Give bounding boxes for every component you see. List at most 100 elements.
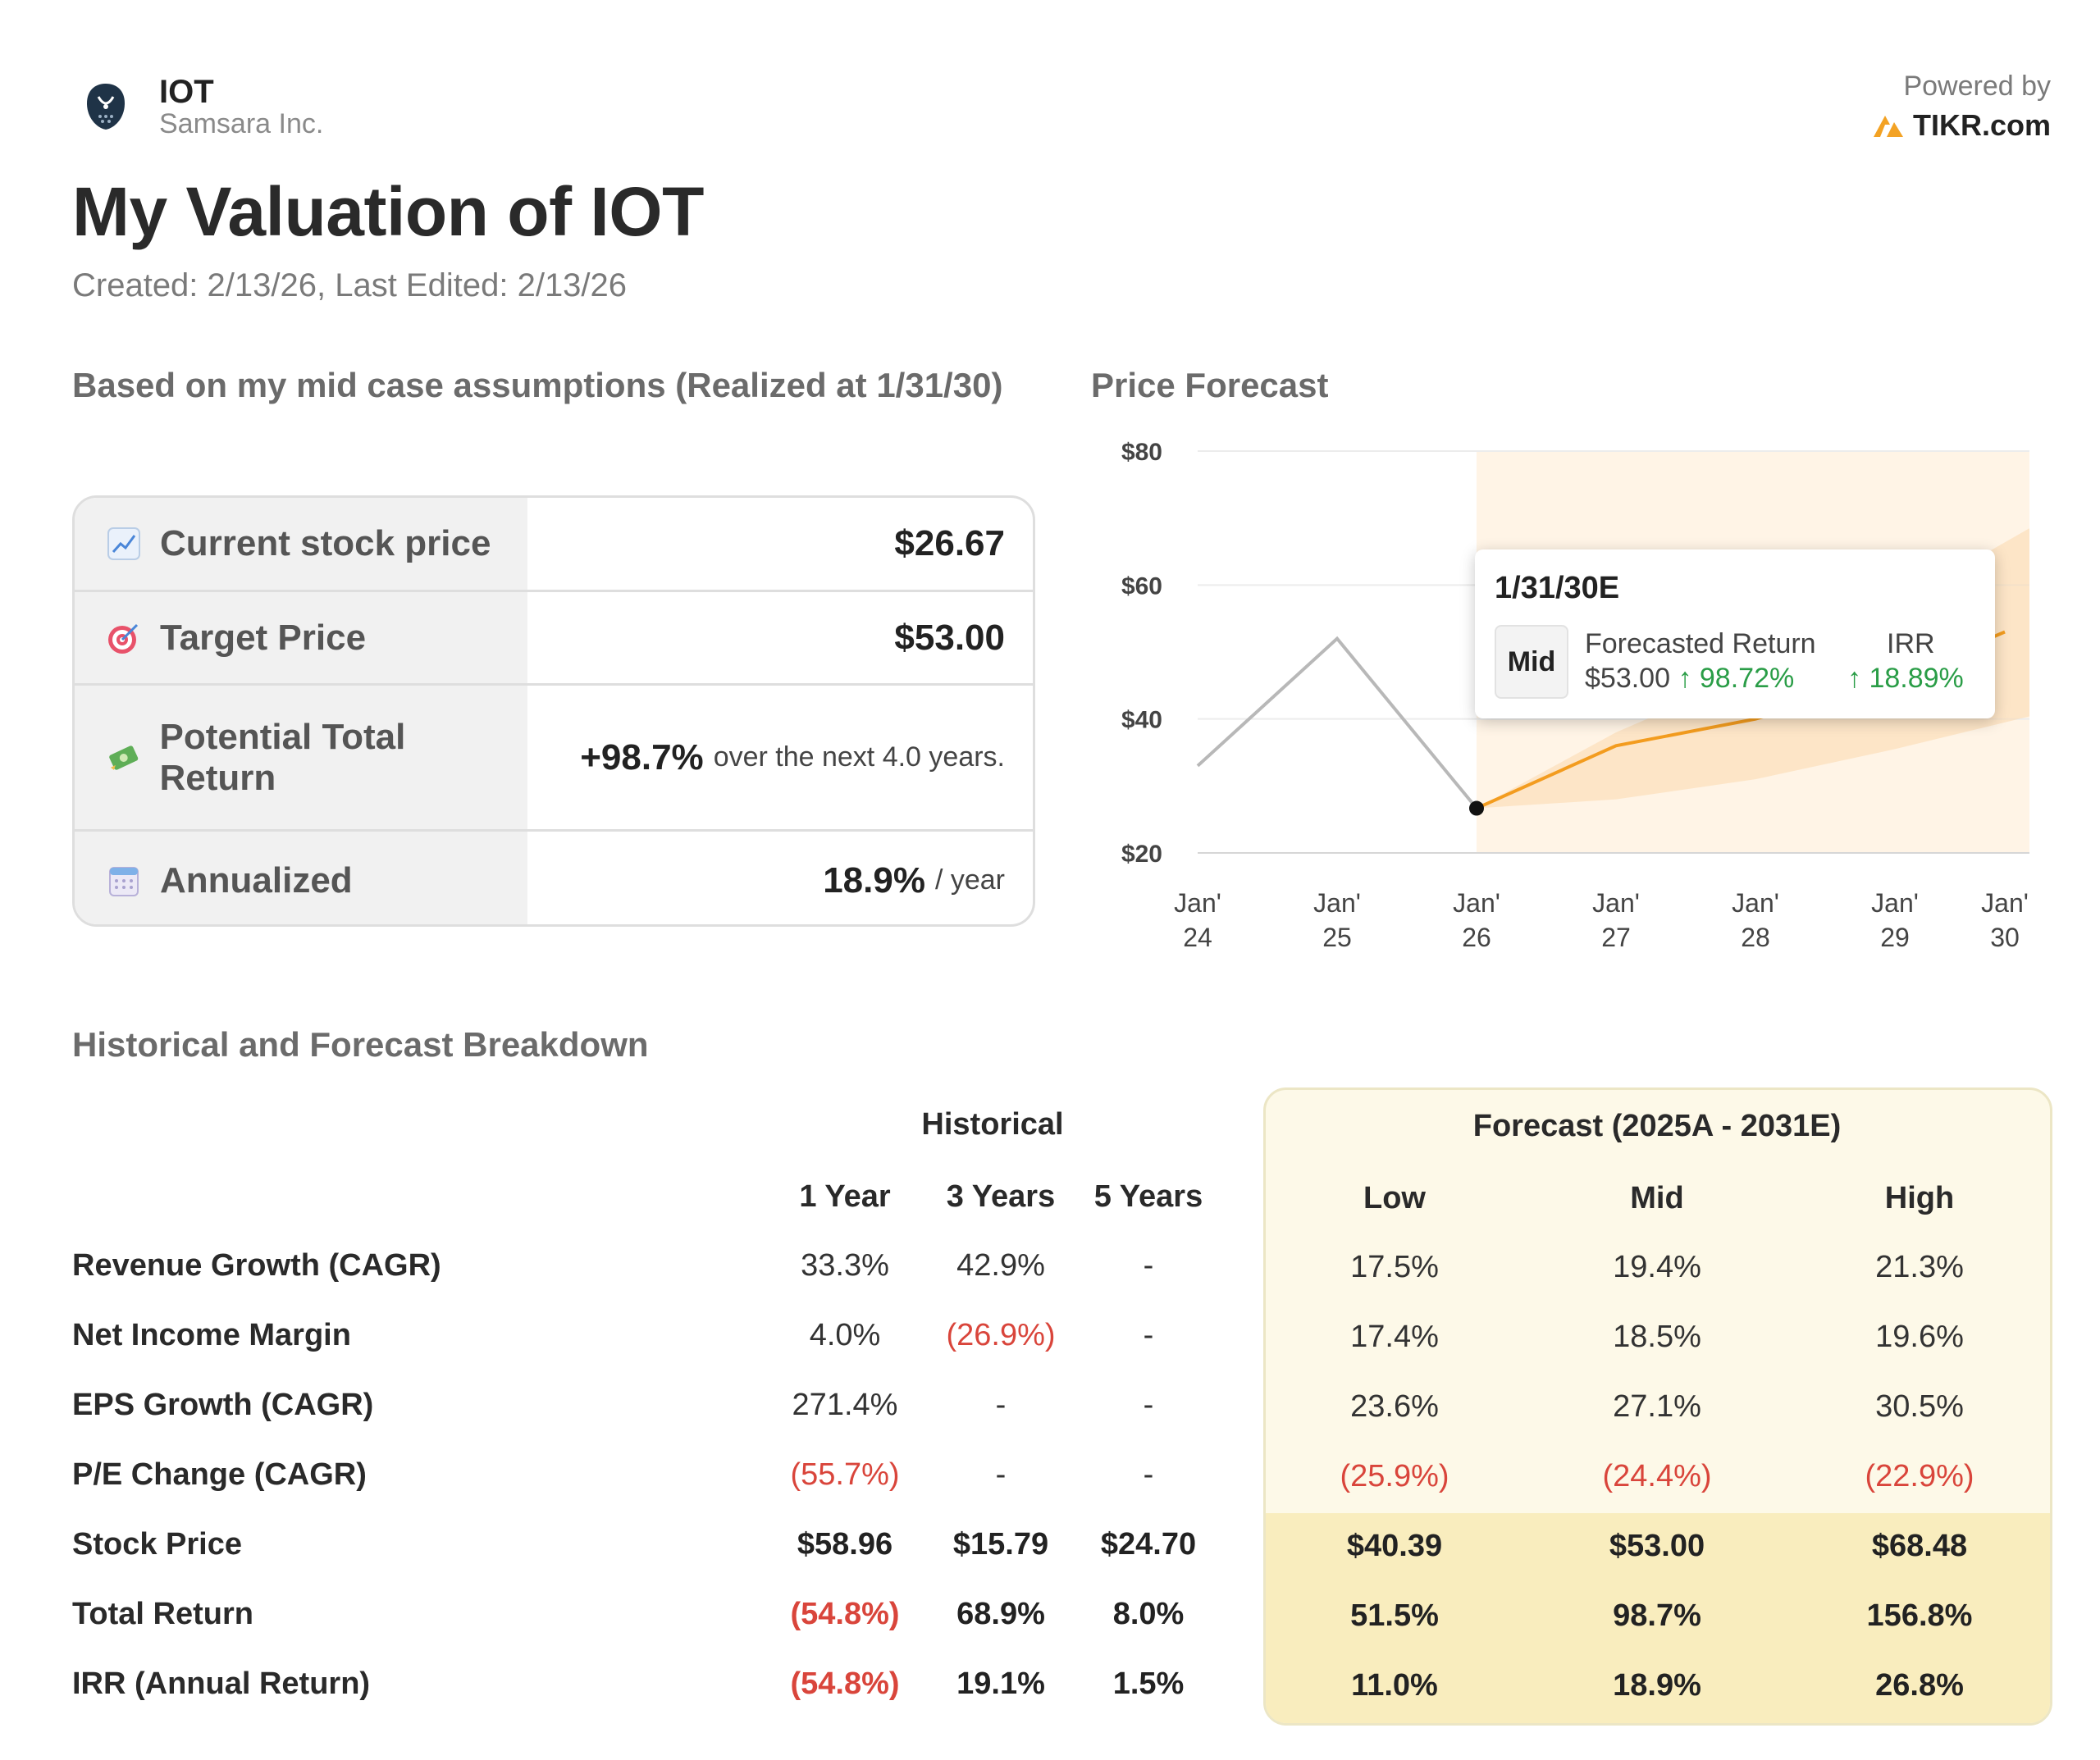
tooltip-date: 1/31/30E: [1495, 571, 1620, 605]
breakdown-row-label: Stock Price: [72, 1527, 242, 1562]
breakdown-cell: (54.8%): [790, 1597, 900, 1631]
breakdown-cell: (55.7%): [790, 1457, 900, 1492]
page-title: My Valuation of IOT: [72, 173, 704, 250]
y-tick-label: $40: [1121, 707, 1162, 734]
breakdown-cell: $68.48: [1871, 1529, 1968, 1563]
annualized-suffix: / year: [934, 864, 1005, 896]
breakdown-cell: -: [995, 1388, 1007, 1422]
breakdown-cell: 11.0%: [1351, 1668, 1438, 1703]
breakdown-cell: (26.9%): [946, 1318, 1056, 1352]
breakdown-cell: (24.4%): [1602, 1459, 1712, 1493]
total-return-label: Potential Total Return: [159, 716, 406, 798]
breakdown-cell: 4.0%: [809, 1318, 881, 1352]
forecast-range-band: [1477, 528, 2029, 809]
target-price-row: Target Price $53.00: [75, 592, 1033, 683]
tooltip-price-return: $53.00 ↑ 98.72%: [1585, 663, 1794, 695]
forecast-group-header: Forecast (2025A - 2031E): [1472, 1109, 1842, 1143]
x-tick-label: Jan': [1732, 888, 1779, 918]
current-price-value: $26.67: [894, 523, 1005, 563]
breakdown-cell: 42.9%: [956, 1248, 1045, 1283]
breakdown-row-label: P/E Change (CAGR): [72, 1457, 367, 1492]
tooltip-forecasted-return-label: Forecasted Return: [1585, 628, 1816, 659]
x-tick-label: Jan': [1981, 888, 2029, 918]
money-icon: [109, 745, 139, 770]
tooltip-price: $53.00: [1585, 663, 1670, 694]
breakdown-cell: $15.79: [952, 1527, 1049, 1562]
forecast-col-header: Low: [1363, 1181, 1426, 1215]
price-forecast-heading: Price Forecast: [1091, 366, 1329, 404]
x-tick-label: 29: [1880, 923, 1910, 952]
breakdown-cell: -: [1143, 1388, 1154, 1422]
calendar-icon: [109, 866, 139, 896]
target-price-label: Target Price: [160, 617, 367, 658]
y-tick-label: $80: [1121, 439, 1162, 466]
breakdown-cell: 27.1%: [1613, 1389, 1701, 1424]
hist-col-header: 3 Years: [946, 1179, 1056, 1214]
x-tick-label: 26: [1462, 923, 1491, 952]
historical-group-header: Historical: [921, 1107, 1064, 1142]
breakdown-row-label: Net Income Margin: [72, 1318, 351, 1352]
breakdown-cell: 21.3%: [1875, 1250, 1964, 1284]
company-name: Samsara Inc.: [159, 108, 324, 139]
breakdown-cell: 156.8%: [1866, 1598, 1973, 1633]
x-tick-label: Jan': [1174, 888, 1221, 918]
breakdown-cell: 19.6%: [1875, 1320, 1964, 1354]
summary-card: Current stock price $26.67 Target Price …: [72, 495, 1035, 927]
tikr-brand-link[interactable]: TIKR.com: [1872, 108, 2051, 143]
powered-by-label: Powered by: [1903, 71, 2051, 102]
breakdown-cell: -: [1143, 1457, 1154, 1492]
x-tick-label: 27: [1601, 923, 1631, 952]
y-tick-label: $20: [1121, 841, 1162, 868]
hist-col-header: 5 Years: [1093, 1179, 1203, 1214]
breakdown-cell: $53.00: [1609, 1529, 1705, 1563]
current-price-point[interactable]: [1469, 800, 1484, 816]
forecast-panel: [1263, 1087, 2052, 1726]
breakdown-cell: 17.5%: [1350, 1250, 1439, 1284]
x-tick-label: Jan': [1453, 888, 1500, 918]
breakdown-row-label: Total Return: [72, 1597, 253, 1631]
breakdown-cell: 17.4%: [1350, 1320, 1439, 1354]
total-return-suffix: over the next 4.0 years.: [713, 741, 1005, 773]
breakdown-cell: $40.39: [1346, 1529, 1443, 1563]
breakdown-row-label: IRR (Annual Return): [72, 1667, 371, 1701]
x-tick-label: 30: [1990, 923, 2020, 952]
annualized-value: 18.9%: [823, 859, 925, 901]
tikr-brand-text: TIKR.com: [1912, 108, 2051, 142]
ticker-symbol: IOT: [159, 74, 214, 110]
current-price-label: Current stock price: [160, 523, 491, 563]
breakdown-cell: 26.8%: [1875, 1668, 1964, 1703]
breakdown-cell: $58.96: [797, 1527, 893, 1562]
total-return-row: Potential Total Return +98.7% over the n…: [75, 686, 1033, 829]
y-tick-label: $60: [1121, 572, 1162, 600]
breakdown-cell: 19.1%: [956, 1667, 1045, 1701]
x-tick-label: Jan': [1871, 888, 1919, 918]
created-edited-dates: Created: 2/13/26, Last Edited: 2/13/26: [72, 267, 628, 303]
breakdown-cell: -: [1143, 1318, 1154, 1352]
x-tick-label: 28: [1741, 923, 1770, 952]
breakdown-row-label: EPS Growth (CAGR): [72, 1388, 374, 1422]
tooltip-return: ↑ 98.72%: [1678, 663, 1795, 694]
breakdown-cell: 1.5%: [1112, 1667, 1185, 1701]
target-icon: [108, 623, 139, 654]
annualized-row: Annualized 18.9% / year: [75, 832, 1033, 924]
x-tick-label: Jan': [1592, 888, 1640, 918]
breakdown-cell: (22.9%): [1865, 1459, 1974, 1493]
chart-tooltip: 1/31/30E Mid Forecasted Return $53.00 ↑ …: [1475, 549, 1995, 718]
breakdown-cell: -: [1143, 1248, 1154, 1283]
tooltip-case-badge: Mid: [1495, 625, 1568, 699]
breakdown-cell: 23.6%: [1350, 1389, 1439, 1424]
breakdown-row-label: Revenue Growth (CAGR): [72, 1248, 441, 1283]
tikr-logo-icon: [1873, 116, 1903, 137]
breakdown-cell: 98.7%: [1613, 1598, 1701, 1633]
x-tick-label: 25: [1322, 923, 1352, 952]
breakdown-cell: 33.3%: [801, 1248, 889, 1283]
breakdown-cell: -: [995, 1457, 1007, 1492]
breakdown-cell: 68.9%: [956, 1597, 1045, 1631]
samsara-logo-icon: [87, 84, 125, 130]
breakdown-cell: 8.0%: [1112, 1597, 1185, 1631]
current-price-row: Current stock price $26.67: [75, 498, 1033, 590]
target-price-value: $53.00: [894, 617, 1005, 658]
breakdown-cell: (54.8%): [790, 1667, 900, 1701]
breakdown-cell: 30.5%: [1875, 1389, 1964, 1424]
x-tick-label: 24: [1183, 923, 1212, 952]
